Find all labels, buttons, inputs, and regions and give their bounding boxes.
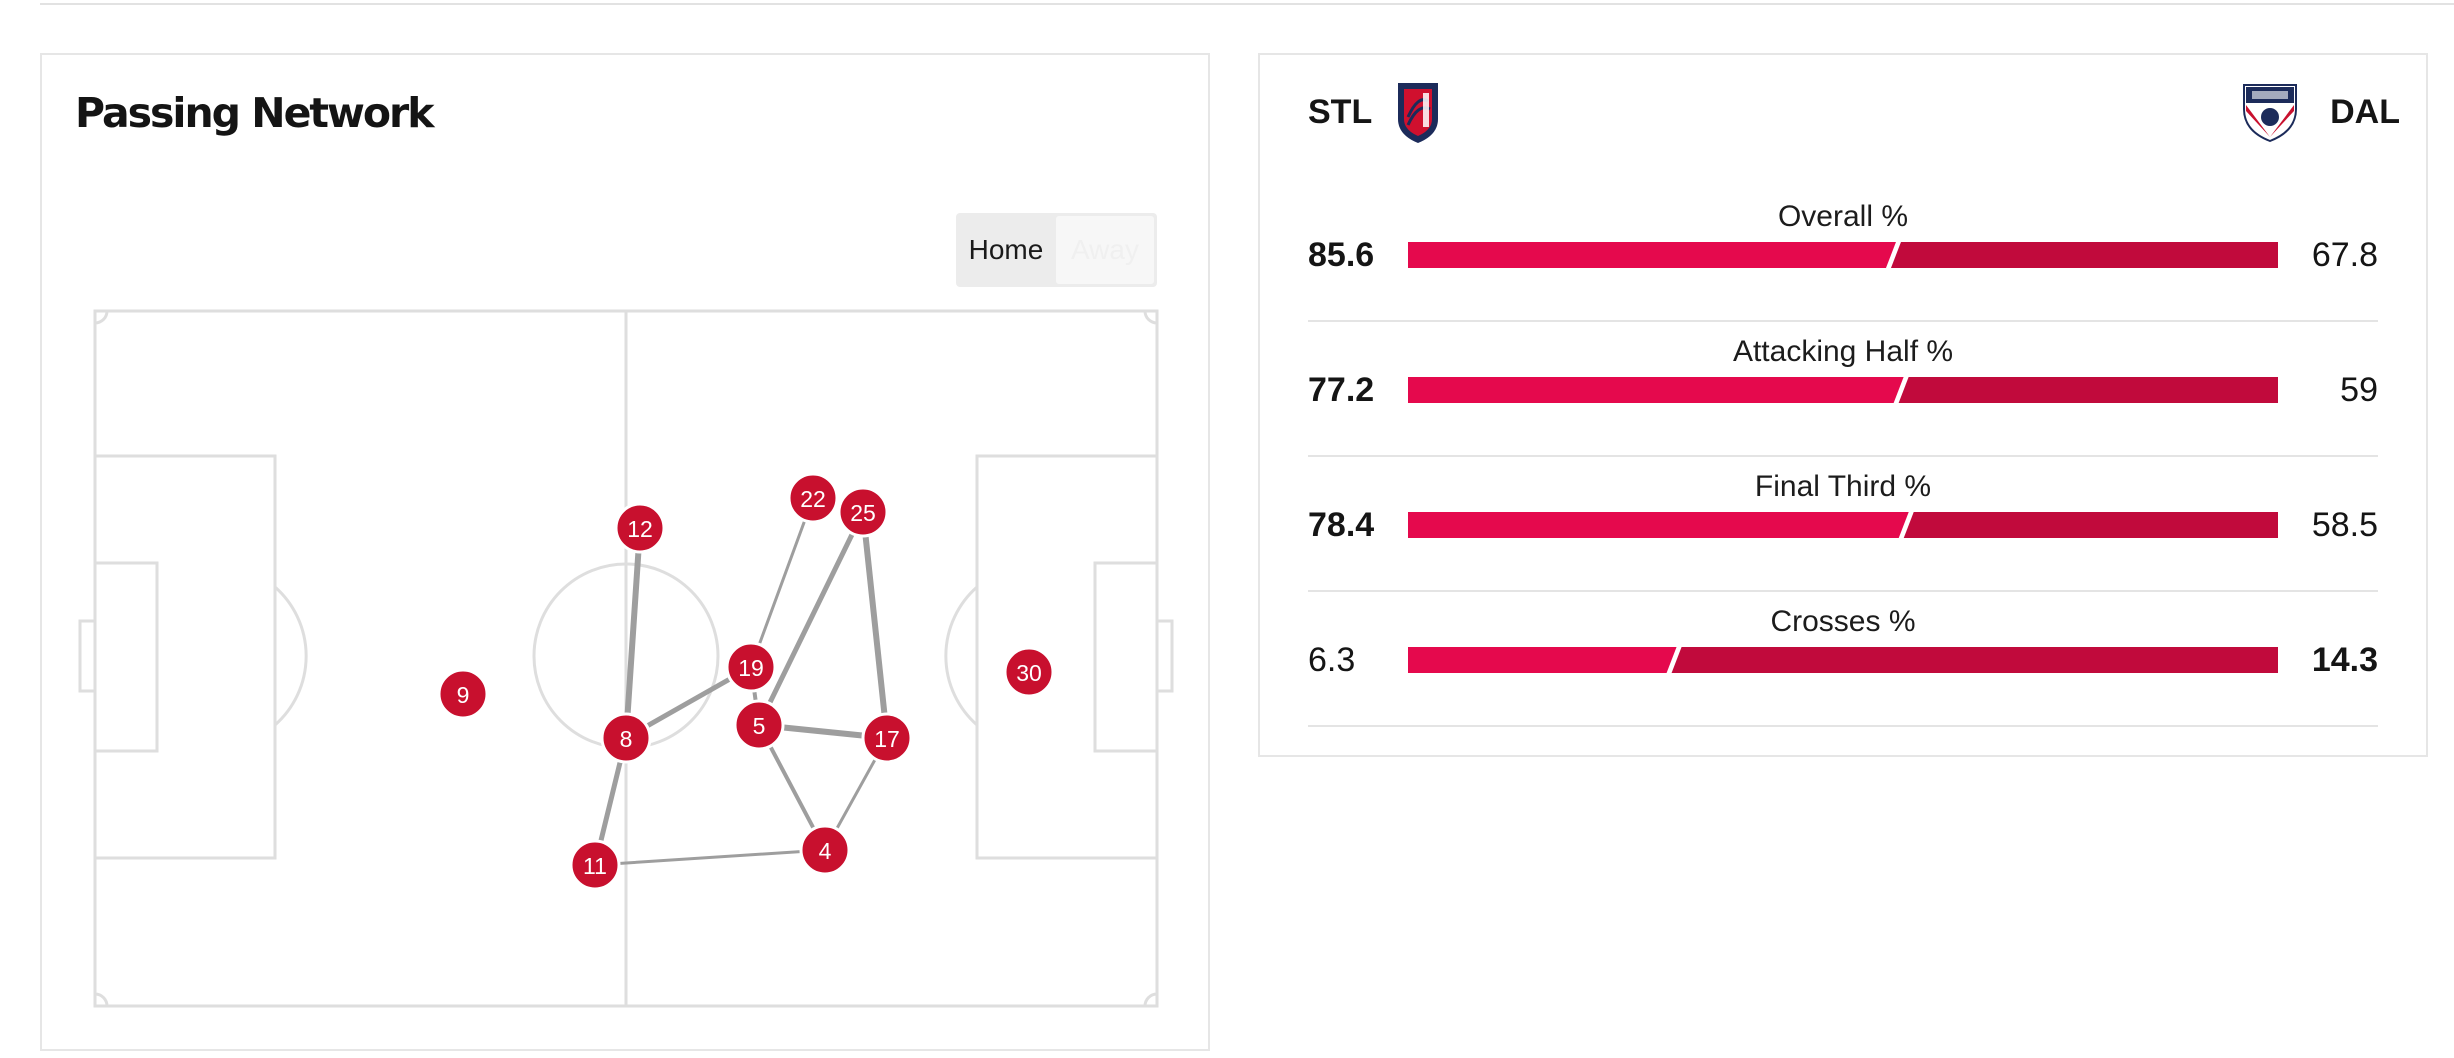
home-bar-segment — [1408, 377, 1904, 403]
row-divider — [1308, 590, 2378, 592]
pass-link-12-8 — [623, 525, 643, 741]
corner-arc-bottom-right — [1143, 992, 1158, 1007]
pitch-markings — [78, 309, 1174, 1008]
stat-away-value: 67.8 — [2311, 236, 2378, 274]
stat-label: Crosses % — [1770, 605, 1916, 638]
away-bar-segment — [1903, 512, 2278, 538]
away-team-abbr: DAL — [2330, 93, 2400, 131]
toggle-home-button[interactable]: Home — [968, 234, 1044, 265]
away-bar-segment — [1890, 242, 2278, 268]
player-nodes: 12 22 25 19 9 8 5 17 30 11 4 — [437, 472, 1055, 891]
stat-row: Overall % 85.6 67.8 — [1308, 200, 2378, 334]
player-node-4[interactable]: 4 — [799, 824, 851, 876]
toggle-away-button[interactable]: Away — [1056, 216, 1154, 284]
player-number: 30 — [1016, 660, 1042, 686]
away-bar-segment — [1898, 377, 2278, 403]
left-penalty-arc — [274, 585, 308, 727]
player-node-11[interactable]: 11 — [569, 839, 621, 891]
player-number: 17 — [874, 726, 900, 752]
stat-home-value: 6.3 — [1308, 641, 1356, 679]
player-number: 19 — [738, 655, 764, 681]
home-bar-segment — [1408, 647, 1677, 673]
stat-row: Crosses % 6.3 14.3 — [1308, 605, 2378, 739]
player-node-9[interactable]: 9 — [437, 668, 489, 720]
match-stats-card: STL DAL Overall % 85.6 67.8 Attacking Ha… — [1258, 53, 2428, 757]
stat-home-value: 85.6 — [1308, 236, 1375, 274]
row-divider — [1308, 725, 2378, 727]
pass-link-11-4 — [593, 848, 827, 867]
left-goal-area — [93, 561, 159, 753]
stat-away-value: 14.3 — [2311, 641, 2378, 679]
right-goal-area — [1093, 561, 1159, 753]
home-bar-segment — [1408, 512, 1909, 538]
player-number: 22 — [800, 486, 826, 512]
row-divider — [1308, 320, 2378, 322]
stat-label: Final Third % — [1754, 470, 1932, 503]
player-node-5[interactable]: 5 — [733, 699, 785, 751]
stat-comparison-bar — [1408, 242, 2278, 268]
home-bar-segment — [1408, 242, 1896, 268]
corner-arc-top-right — [1143, 310, 1158, 325]
player-node-8[interactable]: 8 — [600, 712, 652, 764]
stat-label: Attacking Half % — [1732, 335, 1954, 368]
player-node-22[interactable]: 22 — [787, 472, 839, 524]
soccer-pitch: 12 22 25 19 9 8 5 17 30 11 4 — [78, 309, 1174, 1008]
stat-comparison-bar — [1408, 647, 2278, 673]
right-penalty-area — [975, 454, 1159, 860]
player-number: 4 — [819, 838, 832, 864]
stat-home-value: 78.4 — [1308, 506, 1375, 544]
player-number: 9 — [457, 682, 470, 708]
player-number: 5 — [753, 713, 766, 739]
player-node-30[interactable]: 30 — [1003, 646, 1055, 698]
top-divider — [40, 3, 2454, 5]
pass-link-25-17 — [860, 509, 890, 741]
home-team-abbr: STL — [1308, 93, 1373, 131]
pass-link-25-5 — [756, 509, 866, 728]
stat-comparison-bar — [1408, 377, 2278, 403]
player-number: 11 — [583, 853, 607, 879]
away-bar-segment — [1671, 647, 2278, 673]
player-number: 12 — [627, 516, 653, 542]
stat-away-value: 59 — [2340, 371, 2378, 409]
player-number: 25 — [850, 500, 876, 526]
corner-arc-bottom-left — [94, 992, 109, 1007]
stat-label: Overall % — [1777, 200, 1909, 233]
passing-network-title: Passing Network — [75, 89, 435, 137]
stat-row: Attacking Half % 77.2 59 — [1308, 335, 2378, 469]
stat-comparison-bar — [1408, 512, 2278, 538]
right-penalty-arc — [944, 585, 978, 727]
left-goal — [78, 619, 97, 693]
player-node-25[interactable]: 25 — [837, 486, 889, 538]
passing-network-card: Passing Network Home Away 12 22 25 19 9 8 5 17 3… — [40, 53, 1210, 1051]
left-penalty-area — [93, 454, 277, 860]
right-goal — [1155, 619, 1174, 693]
stl-city-crest-icon — [1398, 83, 1438, 143]
fc-dallas-crest-icon — [2243, 84, 2297, 143]
corner-arc-top-left — [94, 310, 109, 325]
player-node-12[interactable]: 12 — [614, 502, 666, 554]
row-divider — [1308, 455, 2378, 457]
player-number: 8 — [620, 726, 633, 752]
home-away-toggle[interactable]: Home Away — [956, 213, 1157, 287]
stat-row: Final Third % 78.4 58.5 — [1308, 470, 2378, 604]
stat-home-value: 77.2 — [1308, 371, 1375, 409]
player-node-19[interactable]: 19 — [725, 641, 777, 693]
pass-link-22-19 — [749, 496, 815, 669]
player-node-17[interactable]: 17 — [861, 712, 913, 764]
stat-away-value: 58.5 — [2311, 506, 2378, 544]
